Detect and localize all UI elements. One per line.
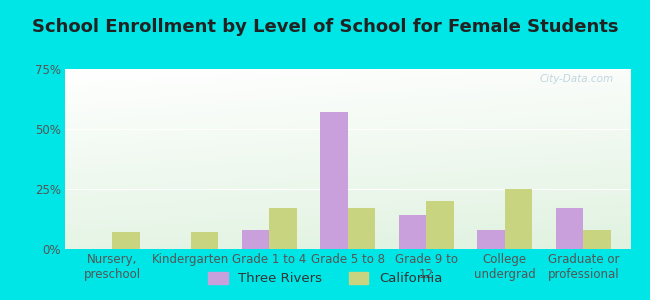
Legend: Three Rivers, California: Three Rivers, California [203,266,447,290]
Bar [556,208,584,249]
Text: City-Data.com: City-Data.com [540,74,614,84]
Bar [269,208,296,249]
Text: School Enrollment by Level of School for Female Students: School Enrollment by Level of School for… [32,18,618,36]
Bar [399,215,426,249]
Bar [112,232,140,249]
Bar [190,232,218,249]
Bar [584,230,611,249]
Bar [477,230,505,249]
Bar [348,208,375,249]
Bar [242,230,269,249]
Bar [505,189,532,249]
Bar [320,112,348,249]
Bar [426,201,454,249]
